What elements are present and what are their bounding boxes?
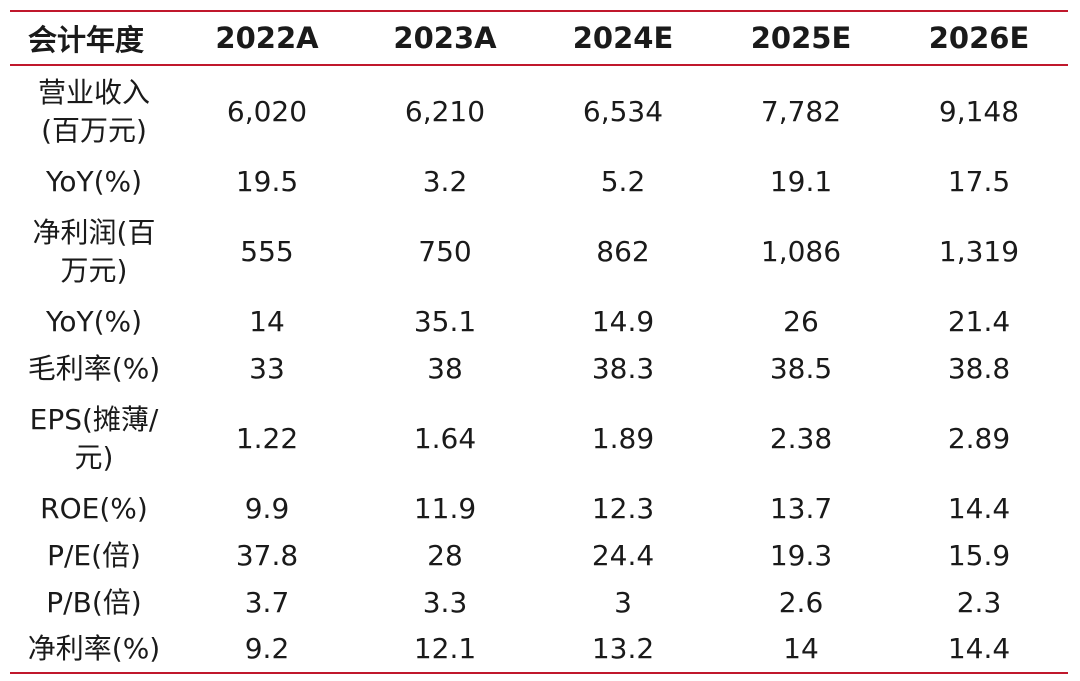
table-cell: 1,086 — [760, 234, 842, 268]
row-label: YoY(%) — [45, 164, 143, 198]
table-cell: 2.38 — [769, 421, 833, 455]
table-cell: 19.5 — [235, 164, 299, 198]
table-row-pb: P/B(倍) 3.7 3.3 3 2.6 2.3 — [10, 579, 1068, 626]
financial-forecast-table-container: 会计年度 2022A 2023A 2024E 2025E 2026E 营业收入(… — [10, 10, 1068, 674]
table-cell: 3 — [614, 585, 632, 619]
table-cell: 12.1 — [356, 626, 534, 674]
table-cell: 17.5 — [947, 164, 1011, 198]
row-label: P/E(倍) — [47, 538, 141, 572]
header-cell-2024e: 2024E — [534, 10, 712, 66]
table-cell: 14.4 — [947, 491, 1011, 525]
row-label: 净利率(%) — [10, 626, 178, 674]
table-cell: 14.4 — [890, 626, 1068, 674]
table-row-revenue: 营业收入(百万元) 6,020 6,210 6,534 7,782 9,148 — [10, 65, 1068, 158]
table-row-net-profit: 净利润(百万元) 555 750 862 1,086 1,319 — [10, 205, 1068, 298]
table-header-row: 会计年度 2022A 2023A 2024E 2025E 2026E — [10, 10, 1068, 66]
table-cell: 14.9 — [591, 304, 655, 338]
header-cell-2022a: 2022A — [178, 10, 356, 66]
table-cell: 37.8 — [235, 538, 299, 572]
table-cell: 33 — [249, 351, 285, 385]
table-cell: 9.2 — [178, 626, 356, 674]
row-label: P/B(倍) — [46, 585, 142, 619]
table-cell: 24.4 — [591, 538, 655, 572]
table-cell: 9,148 — [938, 95, 1020, 128]
table-row-pe: P/E(倍) 37.8 28 24.4 19.3 15.9 — [10, 532, 1068, 579]
table-cell: 13.7 — [769, 491, 833, 525]
table-cell: 38.5 — [769, 351, 833, 385]
table-cell: 15.9 — [947, 538, 1011, 572]
table-cell: 28 — [427, 538, 463, 572]
table-cell: 21.4 — [947, 304, 1011, 338]
table-cell: 13.2 — [534, 626, 712, 674]
table-cell: 38.3 — [591, 351, 655, 385]
table-cell: 2.3 — [956, 585, 1002, 619]
table-cell: 14 — [712, 626, 890, 674]
row-label: 毛利率(%) — [27, 351, 161, 385]
table-cell: 35.1 — [413, 304, 477, 338]
table-cell: 2.6 — [778, 585, 824, 619]
row-label: ROE(%) — [40, 491, 148, 525]
table-cell: 3.2 — [422, 164, 468, 198]
table-cell: 750 — [418, 234, 472, 268]
table-cell: 26 — [783, 304, 819, 338]
table-cell: 7,782 — [760, 95, 842, 128]
table-cell: 12.3 — [591, 491, 655, 525]
table-cell: 38.8 — [947, 351, 1011, 385]
table-cell: 38 — [427, 351, 463, 385]
table-cell: 6,210 — [404, 95, 486, 128]
financial-forecast-table: 会计年度 2022A 2023A 2024E 2025E 2026E 营业收入(… — [10, 10, 1068, 674]
table-cell: 19.1 — [769, 164, 833, 198]
table-cell: 11.9 — [413, 491, 477, 525]
header-cell-2026e: 2026E — [890, 10, 1068, 66]
table-cell: 6,020 — [226, 95, 308, 128]
table-cell: 862 — [596, 234, 650, 268]
table-cell: 3.3 — [422, 585, 468, 619]
table-cell: 9.9 — [244, 491, 290, 525]
header-cell-2025e: 2025E — [712, 10, 890, 66]
row-label-text: EPS(摊薄/元) — [29, 402, 159, 474]
header-cell-fiscal-year: 会计年度 — [10, 10, 178, 66]
table-cell: 1.22 — [235, 421, 299, 455]
table-cell: 1.89 — [591, 421, 655, 455]
table-cell: 1,319 — [938, 234, 1020, 268]
table-cell: 19.3 — [769, 538, 833, 572]
table-row-roe: ROE(%) 9.9 11.9 12.3 13.7 14.4 — [10, 485, 1068, 532]
table-cell: 3.7 — [244, 585, 290, 619]
table-row-net-profit-yoy: YoY(%) 14 35.1 14.9 26 21.4 — [10, 298, 1068, 345]
row-label-text: 净利润(百万元) — [32, 215, 156, 287]
header-cell-2023a: 2023A — [356, 10, 534, 66]
table-cell: 5.2 — [600, 164, 646, 198]
table-cell: 2.89 — [947, 421, 1011, 455]
row-label: 净利润(百万元) — [10, 205, 178, 298]
table-row-revenue-yoy: YoY(%) 19.5 3.2 5.2 19.1 17.5 — [10, 158, 1068, 205]
table-cell: 1.64 — [413, 421, 477, 455]
row-label: 营业收入(百万元) — [10, 65, 178, 158]
table-row-eps: EPS(摊薄/元) 1.22 1.64 1.89 2.38 2.89 — [10, 392, 1068, 485]
table-row-gross-margin: 毛利率(%) 33 38 38.3 38.5 38.8 — [10, 345, 1068, 392]
table-cell: 6,534 — [582, 95, 664, 128]
row-label: EPS(摊薄/元) — [10, 392, 178, 485]
table-row-net-margin: 净利率(%) 9.2 12.1 13.2 14 14.4 — [10, 626, 1068, 674]
table-cell: 14 — [249, 304, 285, 338]
row-label-text: 营业收入(百万元) — [37, 76, 150, 147]
row-label: YoY(%) — [45, 304, 143, 338]
table-cell: 555 — [240, 234, 294, 268]
